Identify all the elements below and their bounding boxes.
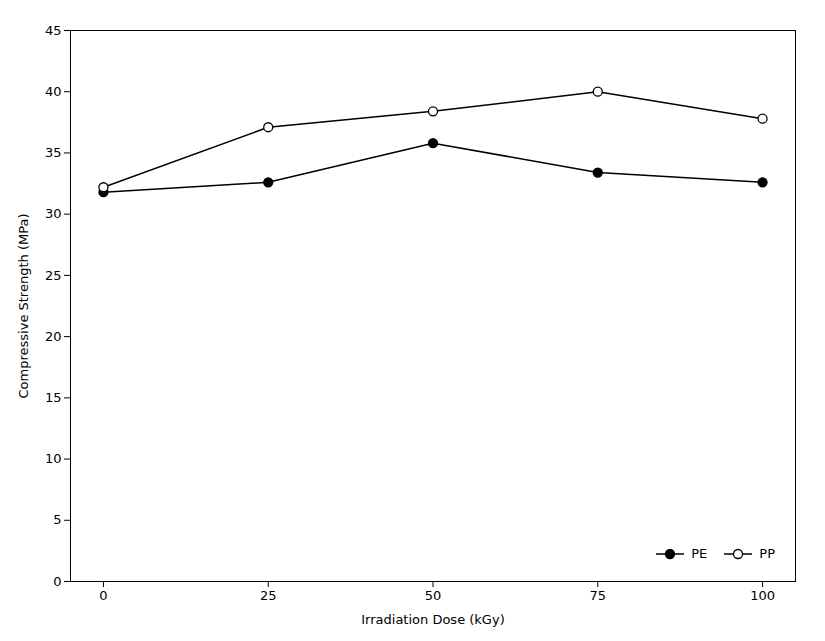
svg-text:75: 75 [589, 588, 606, 603]
html-text:PP: PP [759, 546, 775, 561]
svg-text:5: 5 [53, 512, 61, 527]
svg-text:20: 20 [45, 329, 62, 344]
svg-text:45: 45 [45, 23, 62, 38]
svg-text:0: 0 [99, 588, 107, 603]
svg-text:35: 35 [45, 145, 62, 160]
svg-text:30: 30 [45, 206, 62, 221]
html-text:PE: PE [691, 546, 708, 561]
svg-text:Compressive Strength (MPa): Compressive Strength (MPa) [16, 214, 31, 399]
svg-text:50: 50 [425, 588, 442, 603]
svg-text:10: 10 [45, 451, 62, 466]
svg-text:40: 40 [45, 84, 62, 99]
svg-text:25: 25 [45, 268, 62, 283]
svg-text:0: 0 [53, 574, 61, 589]
svg-text:100: 100 [750, 588, 775, 603]
svg-text:Irradiation Dose (kGy): Irradiation Dose (kGy) [361, 612, 504, 627]
svg-text:15: 15 [45, 390, 62, 405]
svg-text:25: 25 [260, 588, 277, 603]
